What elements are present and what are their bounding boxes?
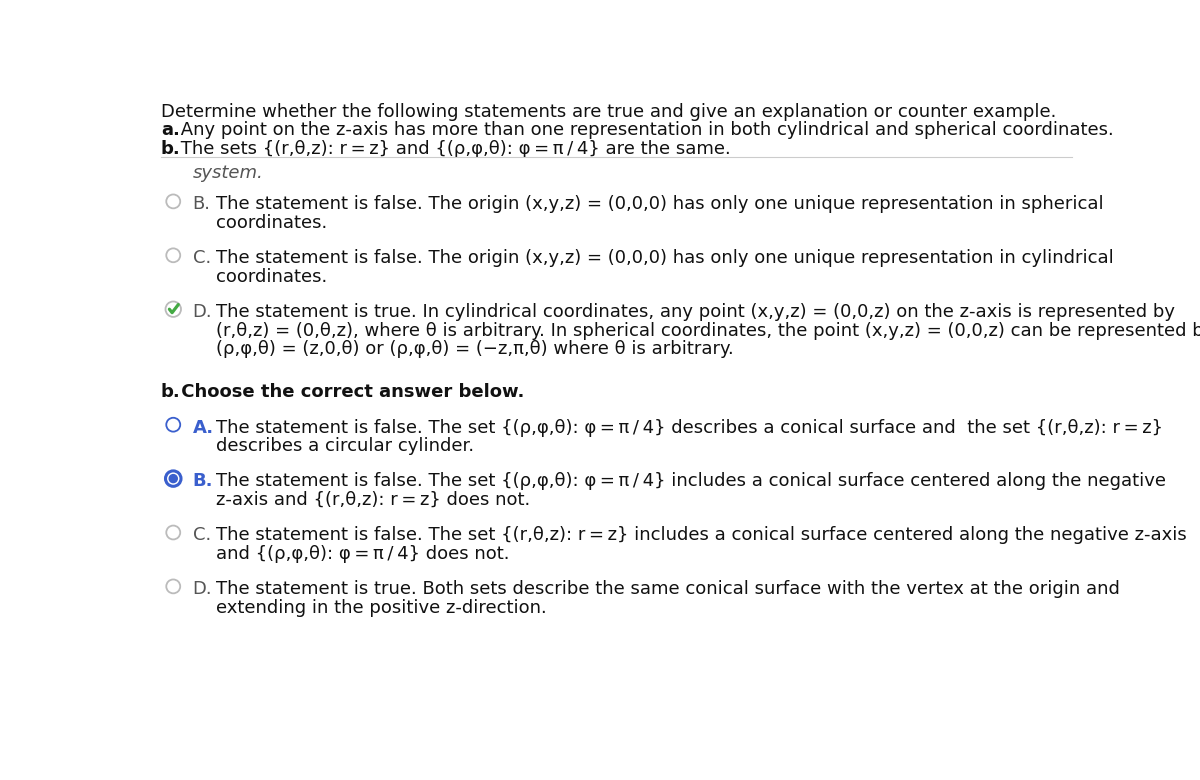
Text: C.: C. [193,526,211,544]
Circle shape [169,474,178,483]
Text: B.: B. [193,195,211,213]
Text: Determine whether the following statements are true and give an explanation or c: Determine whether the following statemen… [161,103,1056,121]
Text: The statement is false. The set {(ρ,φ,θ): φ = π / 4} describes a conical surface: The statement is false. The set {(ρ,φ,θ)… [216,419,1163,437]
Text: describes a circular cylinder.: describes a circular cylinder. [216,437,474,455]
Text: Any point on the z-axis has more than one representation in both cylindrical and: Any point on the z-axis has more than on… [175,122,1114,140]
Text: The statement is true. Both sets describe the same conical surface with the vert: The statement is true. Both sets describ… [216,580,1120,598]
Text: a.: a. [161,122,180,140]
Text: (r,θ,z) = (0,θ,z), where θ is arbitrary. In spherical coordinates, the point (x,: (r,θ,z) = (0,θ,z), where θ is arbitrary.… [216,321,1200,339]
Text: b.: b. [161,383,180,401]
Text: B.: B. [193,473,214,491]
Text: D.: D. [193,580,212,598]
Text: The statement is false. The origin (x,y,z) = (0,0,0) has only one unique represe: The statement is false. The origin (x,y,… [216,195,1104,213]
Text: Choose the correct answer below.: Choose the correct answer below. [175,383,524,401]
Text: (ρ,φ,θ) = (z,0,θ) or (ρ,φ,θ) = (−z,π,θ) where θ is arbitrary.: (ρ,φ,θ) = (z,0,θ) or (ρ,φ,θ) = (−z,π,θ) … [216,340,733,358]
Text: z-axis and {(r,θ,z): r = z} does not.: z-axis and {(r,θ,z): r = z} does not. [216,491,530,509]
Text: coordinates.: coordinates. [216,214,328,232]
Text: D.: D. [193,303,212,321]
Text: b.: b. [161,140,180,158]
Text: The statement is false. The set {(r,θ,z): r = z} includes a conical surface cent: The statement is false. The set {(r,θ,z)… [216,526,1187,544]
Text: coordinates.: coordinates. [216,268,328,285]
Text: C.: C. [193,249,211,267]
Text: A.: A. [193,419,214,437]
Text: The statement is false. The origin (x,y,z) = (0,0,0) has only one unique represe: The statement is false. The origin (x,y,… [216,249,1114,267]
Text: The statement is false. The set {(ρ,φ,θ): φ = π / 4} includes a conical surface : The statement is false. The set {(ρ,φ,θ)… [216,473,1166,491]
Text: system.: system. [193,165,263,183]
Text: and {(ρ,φ,θ): φ = π / 4} does not.: and {(ρ,φ,θ): φ = π / 4} does not. [216,544,509,563]
Text: extending in the positive z-direction.: extending in the positive z-direction. [216,599,547,617]
Text: The sets {(r,θ,z): r = z} and {(ρ,φ,θ): φ = π / 4} are the same.: The sets {(r,θ,z): r = z} and {(ρ,φ,θ): … [175,140,731,158]
Text: The statement is true. In cylindrical coordinates, any point (x,y,z) = (0,0,z) o: The statement is true. In cylindrical co… [216,303,1175,321]
